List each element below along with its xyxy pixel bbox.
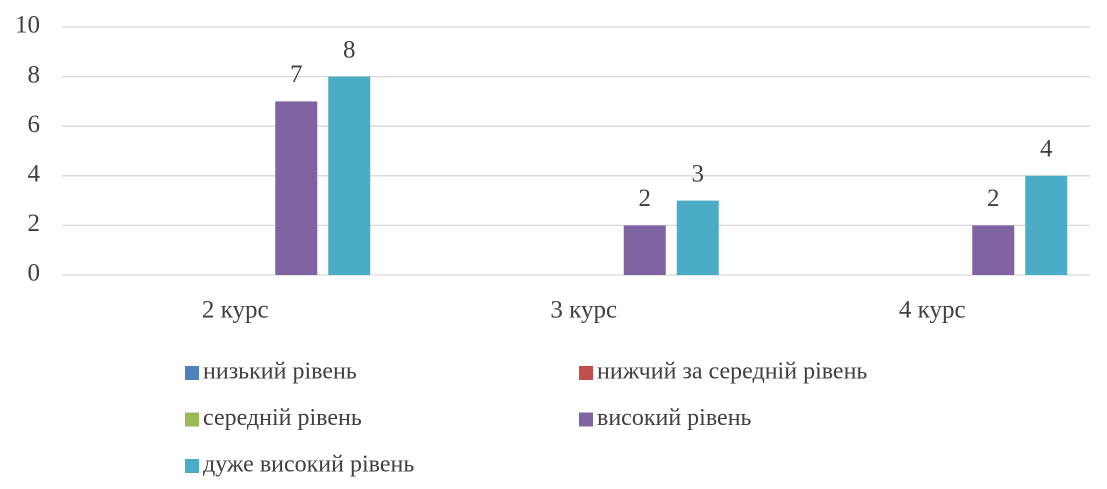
legend-swatch	[185, 412, 199, 427]
bar	[972, 225, 1015, 275]
legend-swatch	[579, 366, 593, 380]
legend: низький рівень нижчий за середній рівень с…	[185, 359, 867, 478]
legend-label: високий рівень	[597, 405, 752, 431]
x-tick-label: 2 курс	[202, 297, 269, 324]
bar	[1025, 175, 1068, 275]
legend-label: низький рівень	[203, 359, 357, 385]
bar	[623, 225, 666, 275]
data-label: 3	[692, 160, 705, 187]
legend-label: дуже високий рівень	[203, 452, 414, 478]
y-tick-label: 10	[15, 12, 40, 39]
data-label: 7	[290, 61, 303, 88]
data-label: 4	[1040, 136, 1053, 163]
legend-swatch	[185, 459, 199, 473]
y-tick-label: 8	[28, 61, 41, 88]
legend-label: нижчий за середній рівень	[597, 359, 867, 385]
x-tick-label: 4 курс	[899, 297, 966, 324]
y-tick-label: 2	[28, 210, 41, 237]
bar	[328, 76, 371, 275]
legend-swatch	[185, 366, 199, 380]
bar	[676, 200, 719, 275]
y-tick-label: 6	[28, 111, 41, 138]
data-label: 2	[639, 185, 652, 212]
legend-swatch	[579, 412, 593, 427]
x-tick-label: 3 курс	[550, 297, 617, 324]
y-tick-label: 0	[28, 260, 41, 287]
data-label: 8	[343, 36, 356, 63]
legend-label: середній рівень	[203, 405, 362, 431]
y-tick-label: 4	[28, 161, 41, 188]
data-label: 2	[987, 185, 1000, 212]
bar	[275, 101, 318, 276]
